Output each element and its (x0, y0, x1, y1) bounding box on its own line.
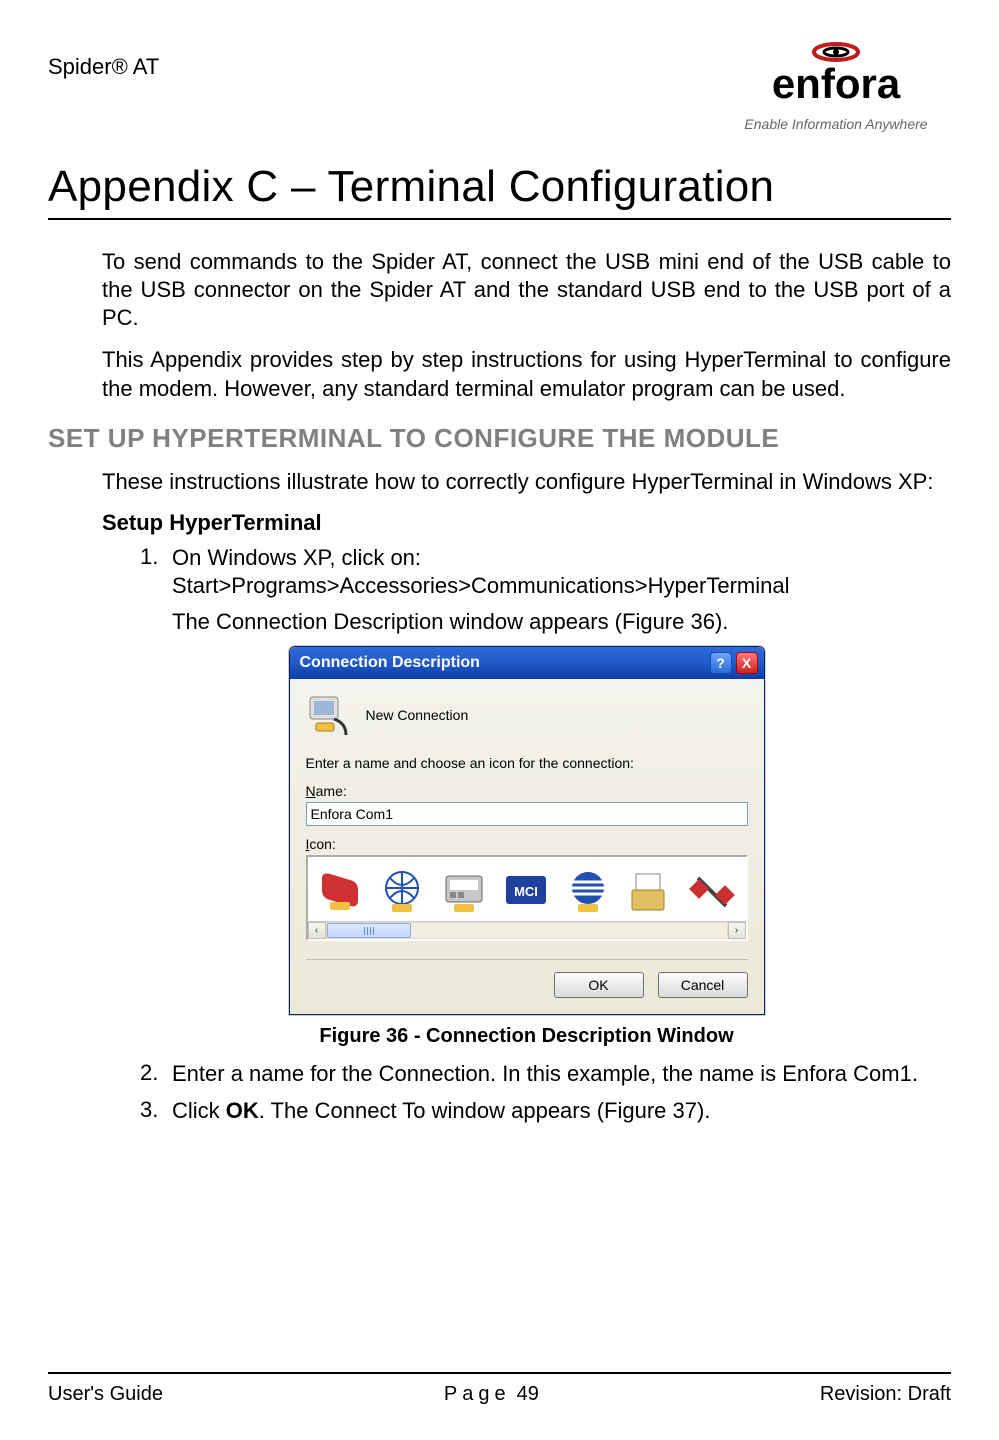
connection-name-input[interactable] (306, 802, 748, 826)
dialog-titlebar[interactable]: Connection Description ? X (290, 647, 764, 679)
pager-icon[interactable] (440, 868, 488, 916)
step-3-prefix: Click (172, 1098, 226, 1123)
scroll-track[interactable] (326, 922, 728, 939)
phone-modem-icon[interactable] (316, 868, 364, 916)
svg-text:MCI: MCI (514, 884, 538, 899)
scroll-thumb[interactable] (327, 923, 411, 938)
step-list-cont: 2. Enter a name for the Connection. In t… (140, 1060, 951, 1124)
enfora-logo-icon: enfora (721, 36, 951, 116)
dialog-button-row: OK Cancel (306, 972, 748, 1000)
icon-picker[interactable]: MCI ‹ › (306, 855, 748, 941)
section-body: These instructions illustrate how to cor… (102, 468, 951, 1125)
body-content: To send commands to the Spider AT, conne… (102, 248, 951, 403)
logo-tagline: Enable Information Anywhere (721, 116, 951, 132)
step-3-bold: OK (226, 1098, 259, 1123)
icon-scrollbar[interactable]: ‹ › (308, 921, 746, 939)
scroll-left-button[interactable]: ‹ (308, 922, 326, 939)
intro-paragraph-1: To send commands to the Spider AT, conne… (102, 248, 951, 332)
step-1-line1: On Windows XP, click on: (172, 545, 421, 570)
step-text: Click OK. The Connect To window appears … (172, 1097, 710, 1125)
step-1: 1. On Windows XP, click on: Start>Progra… (140, 544, 951, 600)
scroll-right-button[interactable]: › (728, 922, 746, 939)
new-connection-header: New Connection (306, 693, 748, 737)
name-label: Name: (306, 783, 748, 799)
brand-logo: enfora Enable Information Anywhere (721, 36, 951, 132)
footer-left: User's Guide (48, 1383, 163, 1406)
mci-icon[interactable]: MCI (502, 868, 550, 916)
new-connection-label: New Connection (366, 707, 469, 723)
figure-caption: Figure 36 - Connection Description Windo… (102, 1025, 951, 1048)
section-intro: These instructions illustrate how to cor… (102, 468, 951, 496)
page-footer: User's Guide Page49 Revision: Draft (48, 1383, 951, 1406)
step-text: Enter a name for the Connection. In this… (172, 1060, 918, 1088)
help-button[interactable]: ? (710, 652, 732, 674)
product-name: Spider® AT (48, 36, 159, 80)
step-text: On Windows XP, click on: Start>Programs>… (172, 544, 789, 600)
dialog-body: New Connection Enter a name and choose a… (290, 679, 764, 1014)
title-rule (48, 218, 951, 220)
step-number: 2. (140, 1060, 172, 1088)
step-number: 1. (140, 544, 172, 600)
cancel-button[interactable]: Cancel (658, 972, 748, 998)
step-3: 3. Click OK. The Connect To window appea… (140, 1097, 951, 1125)
intro-paragraph-2: This Appendix provides step by step inst… (102, 346, 951, 402)
section-heading: SET UP HYPERTERMINAL TO CONFIGURE THE MO… (48, 423, 951, 454)
dialog-separator (306, 959, 748, 960)
att-globe-icon[interactable] (564, 868, 612, 916)
globe-lines-icon[interactable] (378, 868, 426, 916)
titlebar-buttons: ? X (710, 652, 758, 674)
footer-right: Revision: Draft (820, 1383, 951, 1406)
sub-heading: Setup HyperTerminal (102, 510, 951, 536)
connection-description-dialog: Connection Description ? X New Connectio… (289, 646, 765, 1015)
logo-wordmark: enfora (772, 60, 901, 107)
step-number: 3. (140, 1097, 172, 1125)
footer-rule (48, 1372, 951, 1374)
dialog-title: Connection Description (300, 654, 480, 672)
page-title: Appendix C – Terminal Configuration (48, 162, 951, 212)
step-1-result: The Connection Description window appear… (172, 608, 951, 636)
folder-files-icon[interactable] (626, 868, 674, 916)
satellite-icon[interactable] (688, 868, 736, 916)
ok-button[interactable]: OK (554, 972, 644, 998)
step-2: 2. Enter a name for the Connection. In t… (140, 1060, 951, 1088)
icon-strip: MCI (308, 857, 746, 921)
step-list: 1. On Windows XP, click on: Start>Progra… (140, 544, 951, 600)
figure-36: Connection Description ? X New Connectio… (102, 646, 951, 1015)
footer-center: Page49 (444, 1383, 539, 1406)
page-header: Spider® AT enfora Enable Information Any… (48, 36, 951, 132)
close-button[interactable]: X (736, 652, 758, 674)
icon-label: Icon: (306, 836, 748, 852)
step-3-suffix: . The Connect To window appears (Figure … (259, 1098, 711, 1123)
new-connection-icon (306, 693, 350, 737)
dialog-prompt: Enter a name and choose an icon for the … (306, 755, 748, 771)
step-1-line2: Start>Programs>Accessories>Communication… (172, 573, 789, 598)
